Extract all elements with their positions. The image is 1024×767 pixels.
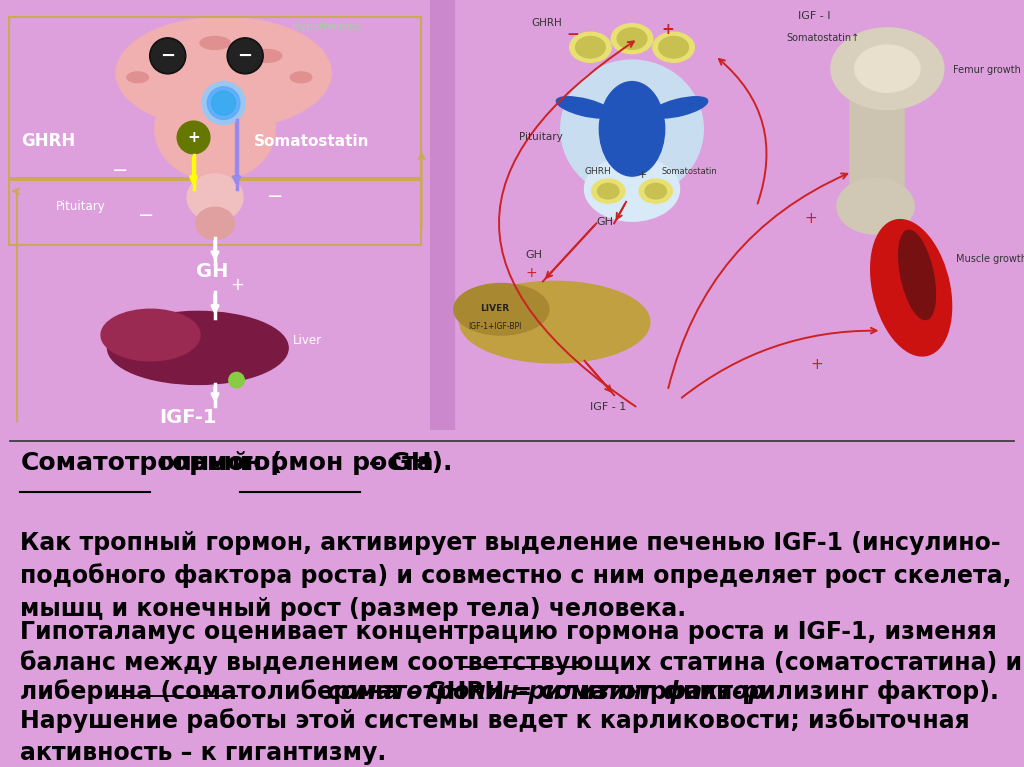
Text: Somatostatin↑: Somatostatin↑ (786, 33, 860, 43)
Text: IGF - I: IGF - I (799, 12, 830, 21)
Text: +: + (230, 276, 244, 294)
Circle shape (611, 24, 653, 54)
Circle shape (569, 32, 611, 62)
Ellipse shape (196, 207, 234, 239)
Circle shape (592, 179, 625, 203)
Circle shape (228, 40, 261, 72)
Circle shape (150, 38, 185, 74)
Circle shape (617, 28, 647, 49)
Bar (427, 0, 454, 430)
Text: Hypothalmus: Hypothalmus (293, 22, 361, 32)
Ellipse shape (556, 97, 612, 118)
Ellipse shape (599, 81, 665, 176)
Text: Как тропный гормон, активирует выделение печенью IGF-1 (инсулино-
подобного факт: Как тропный гормон, активирует выделение… (20, 531, 1012, 621)
Text: −: − (238, 47, 253, 65)
Text: GHRH: GHRH (531, 18, 562, 28)
Ellipse shape (561, 60, 703, 198)
Text: +: + (662, 22, 675, 38)
Ellipse shape (108, 311, 288, 384)
Text: гормон (: гормон ( (151, 451, 283, 475)
Circle shape (837, 178, 914, 234)
Text: соматотропин-рилизинг фактор: соматотропин-рилизинг фактор (327, 680, 765, 703)
Text: +: + (810, 357, 823, 373)
Text: – GH).: – GH). (359, 451, 452, 475)
Ellipse shape (116, 17, 331, 129)
Circle shape (658, 37, 688, 58)
Ellipse shape (155, 77, 275, 180)
Ellipse shape (159, 45, 185, 58)
Ellipse shape (899, 230, 936, 320)
Ellipse shape (200, 37, 230, 49)
Text: Pituitary: Pituitary (56, 200, 105, 213)
Text: +: + (187, 130, 200, 145)
Circle shape (645, 183, 667, 199)
Text: IGF-1: IGF-1 (159, 408, 217, 427)
Text: −: − (566, 27, 580, 41)
Ellipse shape (127, 72, 148, 83)
Text: GHRH: GHRH (585, 167, 611, 176)
Ellipse shape (291, 72, 312, 83)
Text: баланс между выделением соответствующих статина (соматостатина) и: баланс между выделением соответствующих … (20, 650, 1023, 675)
Text: GH: GH (196, 262, 228, 281)
Circle shape (653, 32, 694, 62)
Text: −: − (160, 47, 175, 65)
Circle shape (202, 81, 245, 124)
Text: IGF-1+IGF-BPI: IGF-1+IGF-BPI (469, 321, 522, 331)
Text: Гипоталамус оценивает концентрацию гормона роста и IGF-1, изменяя: Гипоталамус оценивает концентрацию гормо… (20, 621, 997, 644)
Circle shape (152, 40, 184, 72)
Circle shape (228, 373, 245, 388)
Text: Нарушение работы этой системы ведет к карликовости; избыточная
активность – к ги: Нарушение работы этой системы ведет к ка… (20, 708, 970, 765)
Circle shape (227, 38, 263, 74)
Text: +: + (525, 266, 537, 280)
Text: Femur growth: Femur growth (952, 65, 1021, 75)
Text: IGF - 1: IGF - 1 (591, 402, 627, 412)
Text: −: − (112, 161, 128, 180)
Circle shape (207, 87, 240, 120)
Ellipse shape (187, 174, 243, 221)
Text: либерина (соматолиберина – GHRH = соматотропин-рилизинг фактор).: либерина (соматолиберина – GHRH = сомато… (20, 680, 999, 704)
Ellipse shape (585, 156, 680, 221)
Circle shape (598, 183, 618, 199)
Text: GHRH: GHRH (22, 132, 76, 150)
Circle shape (831, 28, 944, 110)
Text: Somatostatin: Somatostatin (662, 167, 718, 176)
Text: Somatostatin: Somatostatin (254, 134, 370, 149)
Ellipse shape (460, 281, 650, 363)
Text: Соматотропный: Соматотропный (20, 451, 250, 475)
Text: Pituitary: Pituitary (519, 132, 563, 142)
Text: +: + (638, 170, 647, 180)
Bar (8, 180, 422, 245)
Ellipse shape (454, 284, 549, 335)
Text: гормон роста: гормон роста (240, 451, 433, 475)
Circle shape (177, 121, 210, 153)
Text: +: + (804, 212, 817, 226)
Text: −: − (266, 187, 283, 206)
Text: GH: GH (596, 218, 613, 228)
Ellipse shape (870, 219, 951, 356)
Circle shape (212, 91, 236, 115)
Ellipse shape (252, 49, 282, 62)
Ellipse shape (101, 309, 200, 360)
Text: LIVER: LIVER (480, 304, 510, 314)
Ellipse shape (651, 97, 708, 118)
Text: −: − (137, 206, 154, 225)
FancyBboxPatch shape (850, 52, 904, 196)
Text: Muscle growth: Muscle growth (955, 254, 1024, 264)
Circle shape (575, 37, 605, 58)
Circle shape (855, 45, 921, 92)
Circle shape (639, 179, 673, 203)
Text: Liver: Liver (293, 334, 322, 347)
Text: GH: GH (525, 250, 542, 260)
Bar (8, 17, 422, 178)
